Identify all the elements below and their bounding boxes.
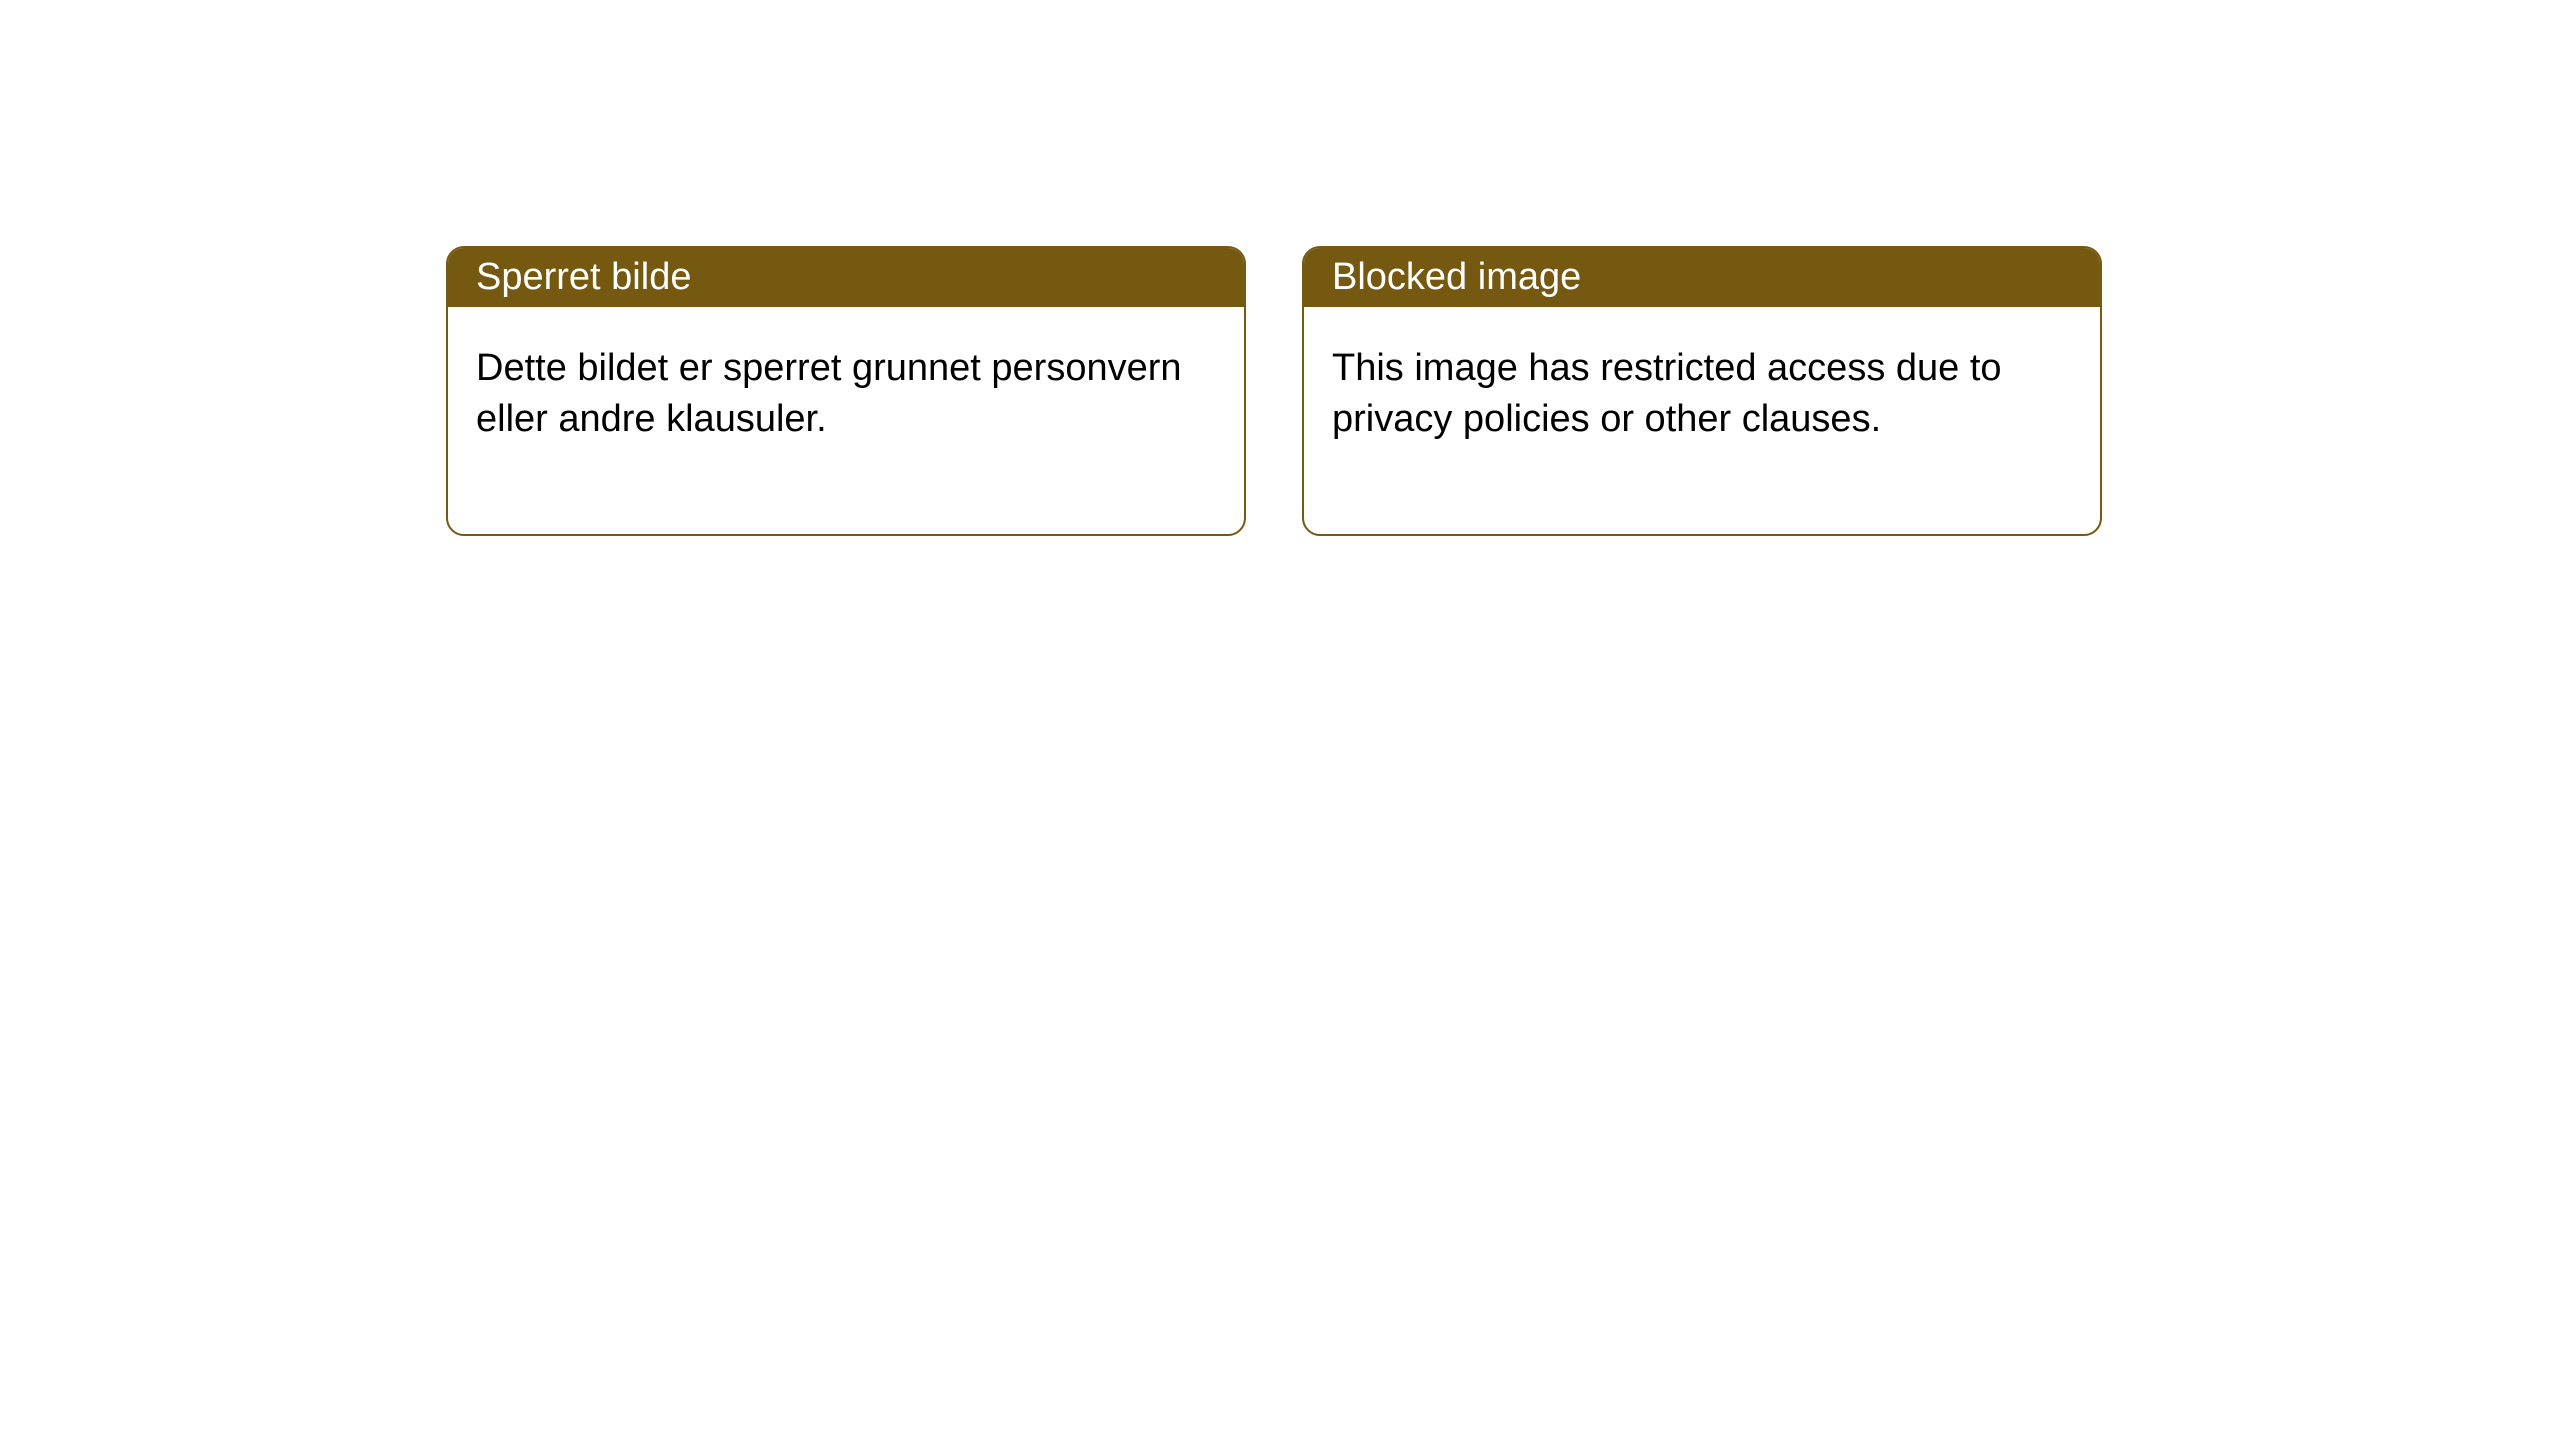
notice-text-no: Dette bildet er sperret grunnet personve… <box>476 347 1182 440</box>
notice-container: Sperret bilde Dette bildet er sperret gr… <box>446 246 2102 536</box>
notice-header-no: Sperret bilde <box>448 248 1244 307</box>
notice-header-en: Blocked image <box>1304 248 2100 307</box>
notice-card-en: Blocked image This image has restricted … <box>1302 246 2102 536</box>
notice-body-no: Dette bildet er sperret grunnet personve… <box>448 307 1244 534</box>
notice-card-no: Sperret bilde Dette bildet er sperret gr… <box>446 246 1246 536</box>
notice-title-no: Sperret bilde <box>476 256 691 298</box>
notice-title-en: Blocked image <box>1332 256 1581 298</box>
notice-text-en: This image has restricted access due to … <box>1332 347 2002 440</box>
notice-body-en: This image has restricted access due to … <box>1304 307 2100 534</box>
